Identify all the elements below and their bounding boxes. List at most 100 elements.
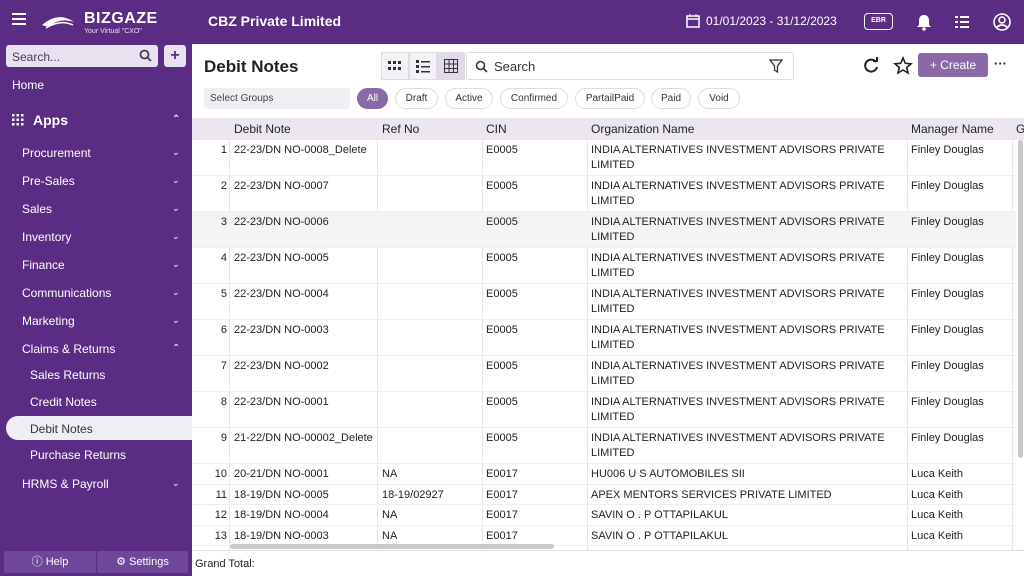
refresh-icon[interactable] [861,56,881,76]
col-ref-no[interactable]: Ref No [382,122,420,136]
sidebar-item-marketing[interactable]: Marketing ⌄ [22,314,192,328]
sidebar-item-sales-returns[interactable]: Sales Returns [30,368,106,382]
filter-paid[interactable]: Paid [651,88,691,109]
row-number: 9 [220,432,227,444]
table-row[interactable]: 8 22-23/DN NO-0001 E0005 INDIA ALTERNATIVES… [192,392,1016,428]
sidebar-item-procurement[interactable]: Procurement ⌄ [22,146,192,160]
chevron-down-icon: ⌄ [172,231,180,241]
table-view-button[interactable] [437,52,465,80]
sidebar-item-hrms-payroll[interactable]: HRMS & Payroll ⌄ [22,477,192,491]
filter-draft[interactable]: Draft [395,88,438,109]
table-row[interactable]: 7 22-23/DN NO-0002 E0005 INDIA ALTERNATIVES… [192,356,1016,392]
table-row[interactable]: 3 22-23/DN NO-0006 E0005 INDIA ALTERNATIVES… [192,212,1016,248]
cell-manager-name: Finley Douglas [911,432,984,444]
table-row[interactable]: 10 20-21/DN NO-0001 NA E0017 HU006 U S AUTOM… [192,464,1016,485]
more-options-icon[interactable]: ··· [994,56,1007,71]
sidebar-item-inventory[interactable]: Inventory ⌄ [22,230,192,244]
cell-cin: E0017 [486,529,518,542]
ebr-badge[interactable]: EBR [864,13,893,30]
grand-total-row: Grand Total: [192,550,1024,576]
col-next[interactable]: G [1016,122,1024,136]
chevron-down-icon: ⌄ [172,259,180,269]
list-view-button[interactable] [409,52,437,80]
chevron-up-icon: ⌃ [172,343,181,354]
sidebar-item-home[interactable]: Home [12,78,45,92]
sidebar-item-sales[interactable]: Sales ⌄ [22,202,192,216]
create-button[interactable]: + Create [918,53,988,77]
help-icon: ⓘ [31,556,46,568]
star-icon[interactable] [893,56,913,76]
table-row[interactable]: 1 22-23/DN NO-0008_Delete E0005 INDIA ALTER… [192,140,1016,176]
cell-manager-name: Finley Douglas [911,324,984,336]
filter-icon[interactable] [769,59,783,73]
list-icon[interactable] [952,12,972,32]
cell-cin: E0005 [486,432,518,444]
cell-organization-line2: LIMITED [591,411,635,423]
filter-partailpaid[interactable]: PartailPaid [575,88,645,109]
date-range-picker[interactable]: 01/01/2023 - 31/12/2023 [686,14,837,28]
chevron-down-icon: ⌄ [172,147,180,157]
cell-ref-no: NA [382,468,398,480]
cell-debit-note: 22-23/DN NO-0007 [234,180,329,192]
create-label: Create [940,58,977,72]
table-row[interactable]: 6 22-23/DN NO-0003 E0005 INDIA ALTERNATIVES… [192,320,1016,356]
card-view-button[interactable] [381,52,409,80]
search-icon [139,49,152,62]
add-button[interactable]: + [164,45,186,67]
table-row[interactable]: 5 22-23/DN NO-0004 E0005 INDIA ALTERNATIVES… [192,284,1016,320]
cell-cin: E0005 [486,216,518,228]
table-row[interactable]: 11 18-19/DN NO-0005 18-19/02927 E0017 APEX M… [192,485,1016,505]
row-number: 2 [220,180,227,192]
select-groups-dropdown[interactable]: Select Groups [204,88,350,109]
vertical-scrollbar[interactable] [1018,140,1023,458]
sidebar-item-purchase-returns[interactable]: Purchase Returns [30,448,127,462]
table-row[interactable]: 9 21-22/DN NO-00002_Delete E0005 INDIA ALTE… [192,428,1016,464]
col-organization-name[interactable]: Organization Name [591,122,695,136]
col-debit-note[interactable]: Debit Note [234,122,291,136]
grid-search-input[interactable]: Search [466,52,794,80]
cell-manager-name: Finley Douglas [911,252,984,264]
row-number: 7 [220,360,227,372]
nav-label: Finance [22,258,65,272]
cell-organization-line2: LIMITED [591,195,635,207]
col-cin[interactable]: CIN [486,122,507,136]
sidebar-item-claims-returns[interactable]: Claims & Returns ⌃ [22,342,192,356]
cell-manager-name: Finley Douglas [911,216,984,228]
nav-label: Communications [22,286,112,300]
table-row[interactable]: 4 22-23/DN NO-0005 E0005 INDIA ALTERNATIVES… [192,248,1016,284]
column-divider [482,140,483,550]
sidebar-item-communications[interactable]: Communications ⌄ [22,286,192,300]
row-number: 10 [214,468,227,480]
company-name[interactable]: CBZ Private Limited [208,13,342,29]
cell-cin: E0005 [486,396,518,408]
cell-organization-line1: INDIA ALTERNATIVES INVESTMENT ADVISORS P… [591,432,885,444]
brand-tagline: Your Virtual "CXO" [84,28,142,35]
horizontal-scrollbar[interactable] [230,544,554,549]
sidebar-item-debit-notes[interactable]: Debit Notes [6,416,192,440]
filter-all[interactable]: All [357,88,388,109]
cell-debit-note: 22-23/DN NO-0004 [234,288,329,300]
filter-confirmed[interactable]: Confirmed [500,88,568,109]
bell-icon[interactable] [914,12,934,32]
cell-manager-name: Luca Keith [911,468,963,480]
row-number: 13 [214,529,227,542]
row-number: 6 [220,324,227,336]
cell-cin: E0017 [486,509,518,521]
table-view-icon [444,59,458,73]
logo[interactable]: BIZGAZE Your Virtual "CXO" [40,9,170,37]
user-profile-icon[interactable] [992,12,1012,32]
settings-button[interactable]: ⚙ Settings [97,551,188,573]
nav-label: Marketing [22,314,75,328]
filter-void[interactable]: Void [698,88,740,109]
table-row[interactable]: 12 18-19/DN NO-0004 NA E0017 SAVIN O . P OTT… [192,505,1016,526]
menu-icon[interactable] [12,13,26,27]
sidebar-item-finance[interactable]: Finance ⌄ [22,258,192,272]
table-row[interactable]: 13 18-19/DN NO-0003 NA E0017 SAVIN O . P OTT… [192,526,1016,546]
col-manager-name[interactable]: Manager Name [911,122,994,136]
sidebar-item-pre-sales[interactable]: Pre-Sales ⌄ [22,174,192,188]
sidebar-item-credit-notes[interactable]: Credit Notes [30,395,97,409]
help-button[interactable]: ⓘ Help [4,551,96,573]
sidebar-search-input[interactable]: Search... [6,45,158,67]
filter-active[interactable]: Active [445,88,493,109]
table-row[interactable]: 2 22-23/DN NO-0007 E0005 INDIA ALTERNATIVES… [192,176,1016,212]
